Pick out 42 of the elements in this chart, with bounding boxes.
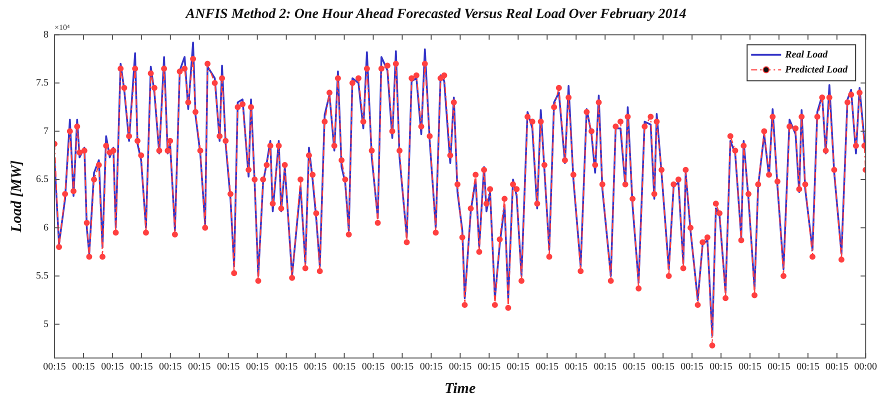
legend-label: Real Load xyxy=(784,49,829,60)
x-tick-label: 00:15 xyxy=(362,362,385,373)
x-tick-label: 00:15 xyxy=(680,362,704,373)
y-axis-title: Load [MW] xyxy=(8,160,25,234)
x-tick-label: 00:15 xyxy=(594,362,616,373)
x-axis-title: Time xyxy=(444,380,476,397)
x-tick-label: 00:15 xyxy=(159,362,182,373)
x-tick-label: 00:15 xyxy=(652,362,674,373)
x-tick-label: 00:15 xyxy=(43,362,66,373)
x-tick-label: 00:15 xyxy=(130,362,153,373)
x-tick-label: 00:00 xyxy=(854,362,877,373)
chart-title: ANFIS Method 2: One Hour Ahead Forecasted Versus Real Load Over February 2014 xyxy=(184,7,686,22)
x-tick-label: 00:15 xyxy=(101,362,124,373)
x-tick-label: 00:15 xyxy=(72,362,95,373)
x-tick-label: 00:15 xyxy=(506,362,530,373)
y-tick-label: 7 xyxy=(44,126,48,137)
x-tick-label: 00:15 xyxy=(420,362,443,373)
x-tick-label: 00:15 xyxy=(710,362,732,373)
x-tick-label: 00:15 xyxy=(390,362,414,373)
y-tick-label: 6.5 xyxy=(36,174,48,186)
y-tick-label: 8 xyxy=(44,29,48,40)
x-tick-label: 00:15 xyxy=(622,362,646,373)
x-tick-label: 00:15 xyxy=(826,362,848,373)
x-tick-label: 00:15 xyxy=(246,362,269,373)
x-tick-label: 00:15 xyxy=(536,362,559,373)
x-tick-label: 00:15 xyxy=(564,362,588,373)
x-tick-label: 00:15 xyxy=(216,362,240,373)
x-tick-label: 00:15 xyxy=(332,362,356,373)
x-tick-label: 00:15 xyxy=(478,362,501,373)
legend-label: Predicted Load xyxy=(785,64,849,76)
x-tick-label: 00:15 xyxy=(188,362,211,373)
x-tick-label: 00:15 xyxy=(796,362,820,373)
x-tick-label: 00:15 xyxy=(448,362,472,373)
x-tick-label: 00:15 xyxy=(768,362,790,373)
text: ×10⁴ xyxy=(54,22,70,32)
x-tick-label: 00:15 xyxy=(738,362,762,373)
x-tick-label: 00:15 xyxy=(304,362,327,373)
y-tick-label: 7.5 xyxy=(36,78,48,89)
y-tick-label: 5 xyxy=(44,318,48,330)
x-tick-label: 00:15 xyxy=(274,362,298,373)
y-tick-label: 5.5 xyxy=(36,270,48,282)
y-tick-label: 6 xyxy=(44,222,48,234)
